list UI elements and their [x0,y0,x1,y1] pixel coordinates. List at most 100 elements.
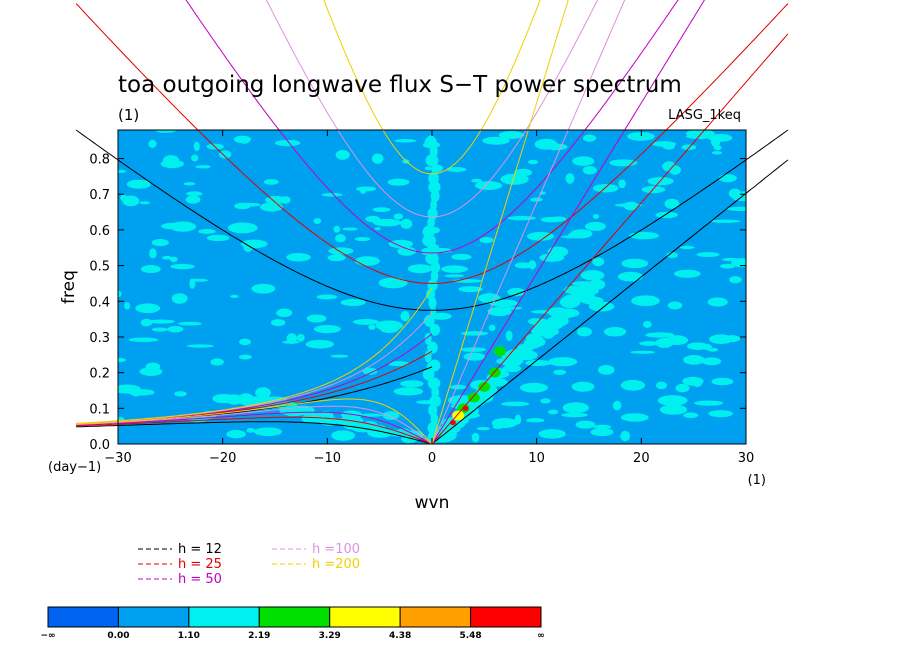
contour-patch [360,189,367,194]
contour-patch [629,231,660,240]
contour-patch [592,257,605,267]
contour-patch [627,132,655,141]
colorbar-label: 5.48 [459,631,481,641]
contour-patch [394,139,417,143]
contour-patch [330,354,349,358]
contour-patch [342,227,358,231]
contour-patch [708,410,733,418]
contour-patch [263,179,279,185]
contour-patch [422,234,437,247]
x-tick-label: 30 [738,451,755,466]
contour-patch [296,334,305,342]
contour-patch [198,229,216,234]
contour-patch [126,179,151,189]
dispersion-curve [75,129,789,311]
contour-patch [151,327,169,332]
contour-patch [584,221,606,231]
contour-patch [218,150,232,159]
y-tick-label: 0.8 [89,153,110,168]
colorbar-label: 1.10 [178,631,200,641]
contour-patch [378,277,408,289]
contour-patch [723,335,741,343]
contour-patch [659,404,688,415]
contour-patch [657,395,688,406]
contour-patch [327,254,346,262]
contour-patch [548,358,570,363]
contour-patch [145,362,161,372]
contour-patch [669,302,680,309]
contour-patch [128,337,159,343]
x-axis-ticks: −30 −20 −10 0 10 20 30 [104,130,754,466]
contour-patch [428,181,441,194]
legend-label: h = 12 [178,542,222,557]
contour-patch [400,310,410,322]
contour-patch [400,380,424,388]
contour-patch [609,159,638,167]
dispersion-curve [76,398,433,445]
contour-patch [186,191,203,197]
contour-patch [614,203,643,207]
contour-patch [313,324,341,334]
contour-patch [118,169,127,173]
contour-patch [441,265,468,273]
contour-patch [526,418,545,423]
contour-patch [118,290,122,298]
y-tick-label: 0.5 [89,260,110,275]
contour-patch [528,318,542,325]
colorbar: −∞ 0.00 1.10 2.19 3.29 4.38 5.48 ∞ [40,606,545,641]
colorbar-label: 2.19 [248,631,270,641]
contour-patch [479,237,494,244]
contour-patch [356,186,377,192]
contour-patch [331,430,355,441]
contour-patch [368,324,376,330]
contour-patch [161,255,172,260]
contour-patch [565,173,575,184]
contour-patch [171,293,188,304]
contour-patch [177,321,202,326]
contour-patch [675,383,690,393]
title-unit: (1) [118,106,139,124]
contour-patch [427,279,438,292]
contour-patch [639,341,659,346]
contour-patch [210,358,224,366]
colorbar-segment [47,606,119,628]
contour-patch [430,305,437,318]
contour-patch [354,237,371,242]
contour-patch [679,245,695,250]
contour-patch [431,163,439,176]
contour-patch [517,350,538,361]
contour-patch [720,263,736,269]
contour-patch [167,325,184,333]
contour-patch [151,238,169,247]
contour-patch [645,332,675,338]
y-axis-ticks: 0.0 0.1 0.2 0.3 0.4 0.5 0.6 0.7 0.8 [89,153,746,453]
contour-patch [274,139,301,147]
contour-patch [538,429,566,439]
contour-patch [467,392,480,403]
contour-patch [491,417,518,429]
x-tick-label: 20 [633,451,650,466]
contour-patch [478,293,501,303]
contour-patch [728,188,741,199]
y-tick-label: 0.2 [89,367,110,382]
contour-patch [429,323,441,336]
contour-patch [253,427,283,437]
contour-patch [276,308,293,318]
contour-patch [526,231,555,241]
contour-patch [425,252,439,265]
contour-patch [427,341,438,354]
y-axis-unit: (day−1) [48,460,101,475]
colorbar-label: 4.38 [389,631,411,641]
contour-patch [352,318,380,325]
contour-patch [226,429,246,439]
contour-patch [186,344,214,348]
model-label: LASG_1keq [668,108,741,123]
contour-patch [191,154,199,162]
contour-patch [430,270,439,283]
contour-patch [548,409,559,415]
contour-patch [316,294,338,300]
contour-patch [212,393,235,404]
contour-patch [174,391,187,397]
contour-patch [423,314,435,327]
contour-patch [685,133,714,139]
